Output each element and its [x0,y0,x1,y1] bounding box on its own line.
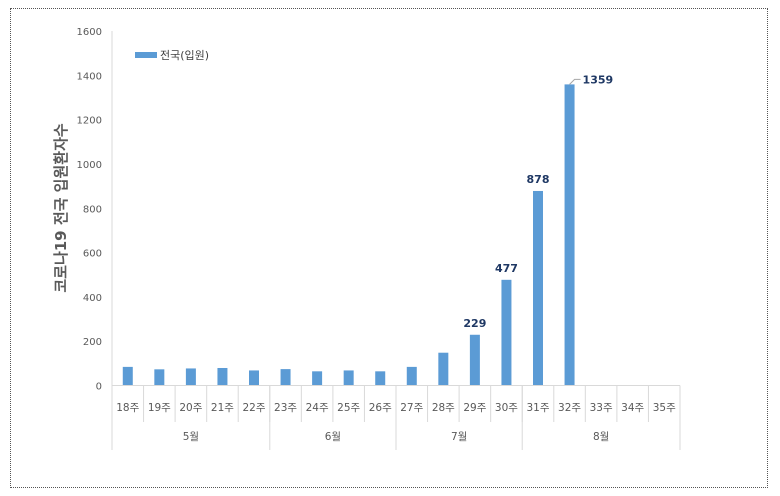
y-tick-label: 600 [83,249,102,260]
bar-32주 [564,84,575,386]
x-tick-label: 30주 [495,402,518,414]
data-label-leader [569,78,581,85]
bar-19주 [154,369,165,386]
data-label: 477 [495,262,518,275]
bar-29주 [469,334,480,386]
bar-26주 [375,371,386,386]
x-tick-label: 29주 [463,402,486,414]
x-tick-label: 25주 [337,402,360,414]
x-tick-label: 24주 [306,402,329,414]
bar-25주 [343,370,354,386]
x-group-label: 8월 [593,431,609,443]
x-tick-label: 20주 [179,402,202,414]
y-tick-label: 800 [83,204,102,215]
bar-24주 [312,371,323,386]
data-label: 1359 [583,73,614,86]
legend-label: 전국(입원) [160,49,209,62]
x-group-label: 6월 [325,431,341,443]
y-axis-title: 코로나19 전국 입원환자수 [52,123,70,293]
x-tick-label: 32주 [558,402,581,414]
bar-28주 [438,352,449,386]
x-group-label: 7월 [451,431,467,443]
y-tick-label: 200 [83,337,102,348]
x-tick-label: 27주 [400,402,423,414]
x-tick-label: 21주 [211,402,234,414]
bar-21주 [217,367,228,386]
y-tick-label: 400 [83,293,102,304]
y-tick-label: 1000 [77,160,102,171]
y-tick-label: 0 [96,382,102,393]
y-tick-label: 1400 [77,71,102,82]
x-tick-label: 28주 [432,402,455,414]
bar-22주 [249,370,259,386]
y-tick-label: 1600 [77,27,102,38]
x-tick-label: 34주 [621,402,644,414]
bar-23주 [280,369,291,386]
x-tick-label: 18주 [116,402,139,414]
bar-27주 [406,366,417,386]
y-tick-label: 1200 [77,116,102,127]
x-tick-label: 23주 [274,402,297,414]
bar-31주 [533,190,543,386]
x-group-label: 5월 [183,431,199,443]
data-label: 229 [463,317,486,330]
x-tick-label: 22주 [242,402,265,414]
x-tick-label: 33주 [590,402,613,414]
legend-swatch [135,52,157,58]
bar-30주 [501,279,512,386]
x-tick-label: 19주 [148,402,171,414]
bar-18주 [122,366,133,386]
chart-frame [10,8,768,488]
bar-20주 [185,368,196,386]
data-label: 878 [527,173,550,186]
x-tick-label: 31주 [526,402,549,414]
x-tick-label: 26주 [369,402,392,414]
x-tick-label: 35주 [653,402,676,414]
